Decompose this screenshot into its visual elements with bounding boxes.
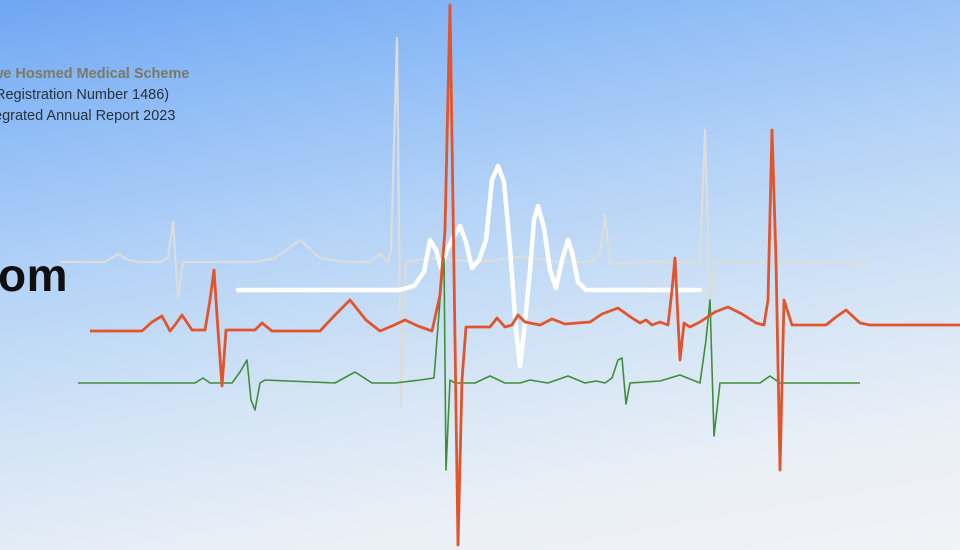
ecg-gray-line [60, 36, 870, 410]
ecg-white-line [235, 163, 703, 369]
report-title: egrated Annual Report 2023 [0, 108, 176, 124]
ecg-orange-line [90, 3, 960, 547]
document-header: we Hosmed Medical Scheme Registration Nu… [0, 64, 189, 127]
ecg-green-line [78, 257, 860, 471]
registration-number: Registration Number 1486) [0, 87, 170, 103]
section-heading: om [0, 249, 68, 301]
scheme-name: we Hosmed Medical Scheme [0, 66, 190, 82]
